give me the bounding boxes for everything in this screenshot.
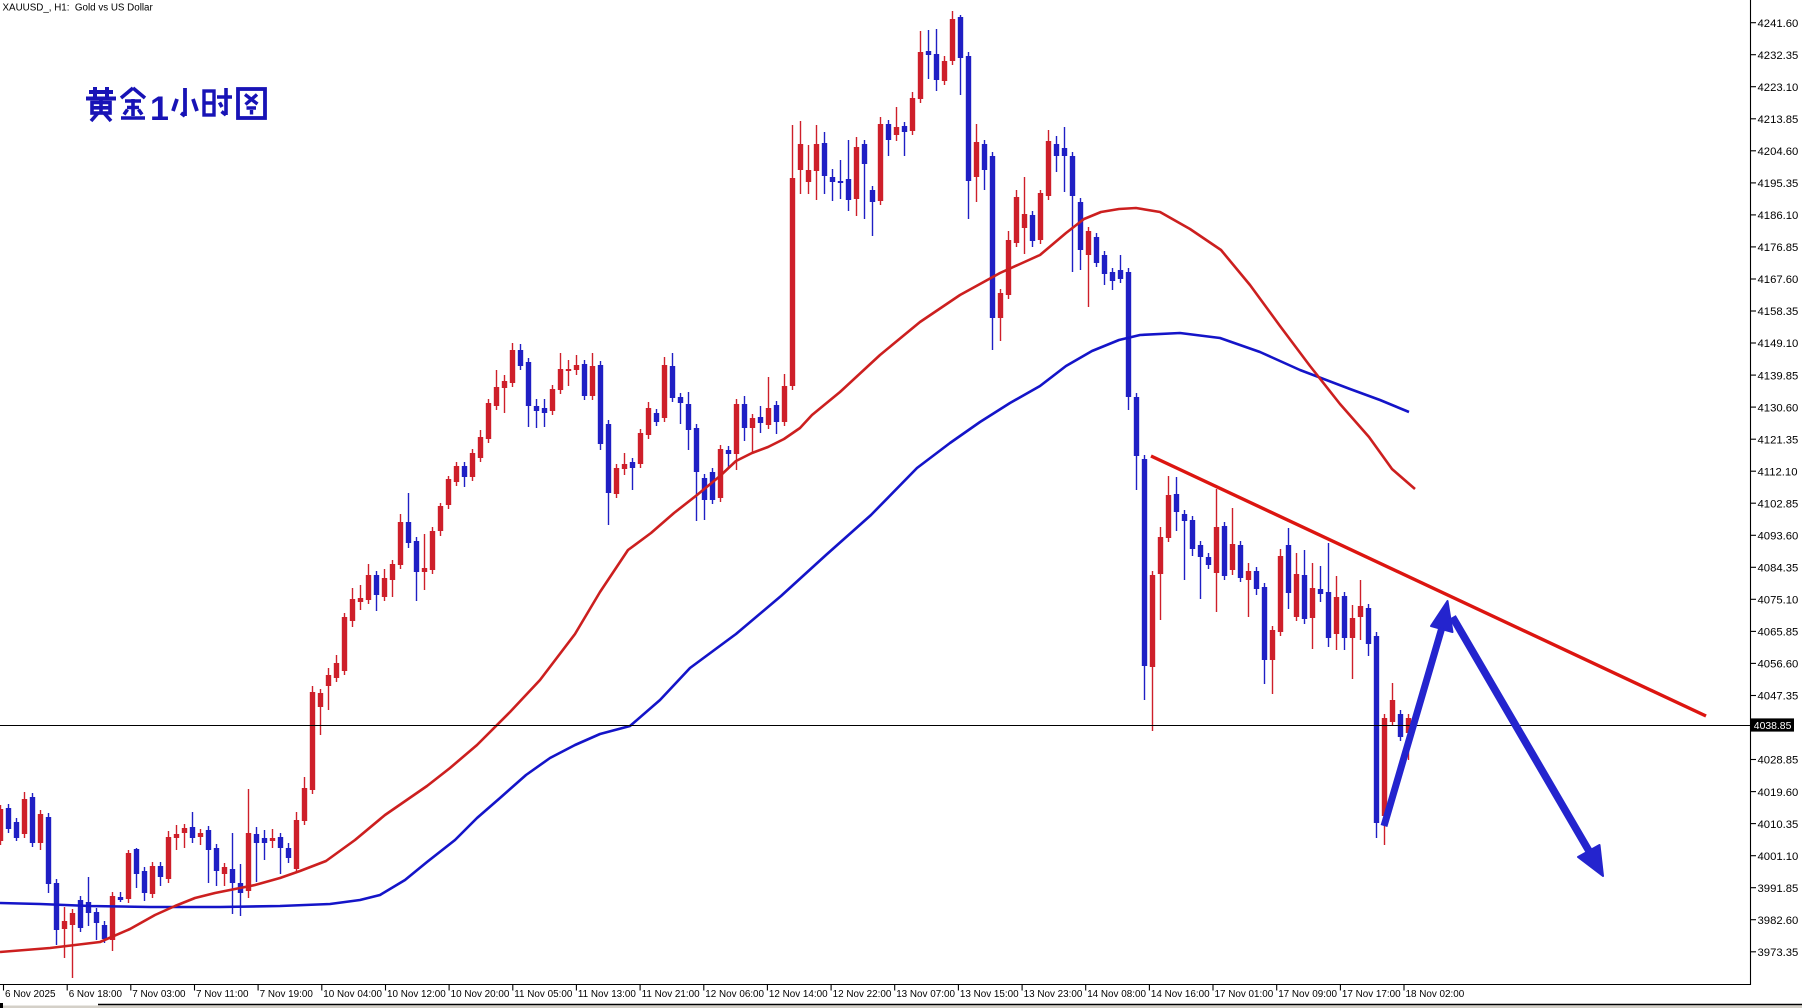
svg-text:4139.85: 4139.85 <box>1758 370 1799 382</box>
svg-text:4047.35: 4047.35 <box>1758 691 1799 703</box>
svg-text:17 Nov 09:00: 17 Nov 09:00 <box>1278 989 1337 1000</box>
svg-text:4232.35: 4232.35 <box>1758 50 1799 62</box>
svg-text:13 Nov 15:00: 13 Nov 15:00 <box>960 989 1019 1000</box>
svg-text:4065.85: 4065.85 <box>1758 627 1799 639</box>
svg-text:7 Nov 03:00: 7 Nov 03:00 <box>132 989 186 1000</box>
svg-text:4075.10: 4075.10 <box>1758 595 1799 607</box>
svg-text:6 Nov 18:00: 6 Nov 18:00 <box>69 989 123 1000</box>
svg-text:XAUUSD_, H1: Gold vs US Dolla: XAUUSD_, H1: Gold vs US Dollar <box>3 3 154 14</box>
svg-text:4121.35: 4121.35 <box>1758 434 1799 446</box>
svg-text:18 Nov 02:00: 18 Nov 02:00 <box>1406 989 1465 1000</box>
svg-text:4001.10: 4001.10 <box>1758 851 1799 863</box>
svg-text:17 Nov 17:00: 17 Nov 17:00 <box>1342 989 1401 1000</box>
svg-text:4019.60: 4019.60 <box>1758 787 1799 799</box>
svg-text:4167.60: 4167.60 <box>1758 274 1799 286</box>
svg-text:11 Nov 21:00: 11 Nov 21:00 <box>642 989 701 1000</box>
svg-text:4195.35: 4195.35 <box>1758 178 1799 190</box>
svg-text:4084.35: 4084.35 <box>1758 563 1799 575</box>
svg-text:4186.10: 4186.10 <box>1758 210 1799 222</box>
svg-text:12 Nov 06:00: 12 Nov 06:00 <box>705 989 764 1000</box>
svg-text:4010.35: 4010.35 <box>1758 819 1799 831</box>
svg-text:3973.35: 3973.35 <box>1758 947 1799 959</box>
svg-text:7 Nov 19:00: 7 Nov 19:00 <box>260 989 314 1000</box>
svg-text:4213.85: 4213.85 <box>1758 114 1799 126</box>
svg-text:4223.10: 4223.10 <box>1758 82 1799 94</box>
svg-text:4130.60: 4130.60 <box>1758 402 1799 414</box>
svg-text:12 Nov 14:00: 12 Nov 14:00 <box>769 989 828 1000</box>
svg-text:4112.10: 4112.10 <box>1758 466 1798 478</box>
svg-text:4093.60: 4093.60 <box>1758 531 1799 543</box>
svg-text:4038.85: 4038.85 <box>1754 721 1792 732</box>
svg-text:4204.60: 4204.60 <box>1758 146 1799 158</box>
svg-text:4158.35: 4158.35 <box>1758 306 1799 318</box>
svg-text:4241.60: 4241.60 <box>1758 18 1799 30</box>
svg-text:4056.60: 4056.60 <box>1758 659 1799 671</box>
svg-text:10 Nov 04:00: 10 Nov 04:00 <box>323 989 382 1000</box>
svg-text:1: 1 <box>150 90 169 128</box>
svg-text:3991.85: 3991.85 <box>1758 883 1799 895</box>
svg-text:4149.10: 4149.10 <box>1758 338 1799 350</box>
svg-text:7 Nov 11:00: 7 Nov 11:00 <box>196 989 249 1000</box>
svg-text:10 Nov 12:00: 10 Nov 12:00 <box>387 989 446 1000</box>
svg-text:4176.85: 4176.85 <box>1758 242 1799 254</box>
svg-text:4102.85: 4102.85 <box>1758 498 1799 510</box>
svg-text:10 Nov 20:00: 10 Nov 20:00 <box>451 989 510 1000</box>
svg-text:11 Nov 05:00: 11 Nov 05:00 <box>514 989 573 1000</box>
svg-text:13 Nov 07:00: 13 Nov 07:00 <box>896 989 955 1000</box>
svg-text:14 Nov 16:00: 14 Nov 16:00 <box>1151 989 1210 1000</box>
svg-text:17 Nov 01:00: 17 Nov 01:00 <box>1215 989 1274 1000</box>
svg-text:11 Nov 13:00: 11 Nov 13:00 <box>578 989 637 1000</box>
svg-text:14 Nov 08:00: 14 Nov 08:00 <box>1087 989 1146 1000</box>
svg-text:6 Nov 2025: 6 Nov 2025 <box>5 989 56 1000</box>
svg-text:3982.60: 3982.60 <box>1758 915 1799 927</box>
svg-text:4028.85: 4028.85 <box>1758 755 1799 767</box>
svg-text:13 Nov 23:00: 13 Nov 23:00 <box>1024 989 1083 1000</box>
svg-text:12 Nov 22:00: 12 Nov 22:00 <box>833 989 892 1000</box>
